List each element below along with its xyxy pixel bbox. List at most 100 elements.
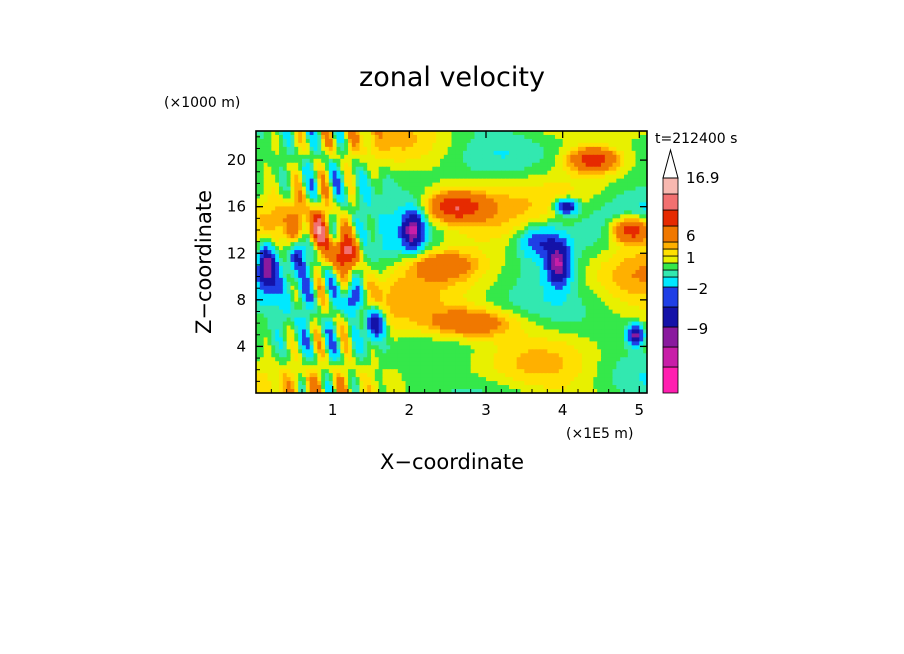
field-cell xyxy=(459,150,464,156)
field-cell xyxy=(271,265,276,271)
field-cell xyxy=(451,194,456,200)
field-cell xyxy=(286,150,292,156)
field-cell xyxy=(535,238,541,243)
field-cell xyxy=(570,281,575,287)
field-cell xyxy=(432,258,437,263)
field-cell xyxy=(325,313,330,319)
field-cell xyxy=(409,258,414,263)
field-cell xyxy=(478,138,483,144)
field-cell xyxy=(290,138,295,144)
field-cell xyxy=(532,202,537,208)
field-cell xyxy=(302,178,307,184)
field-cell xyxy=(528,198,533,204)
field-cell xyxy=(612,250,617,255)
field-cell xyxy=(413,273,418,279)
field-cell xyxy=(516,269,522,275)
field-cell xyxy=(340,222,345,227)
field-cell xyxy=(493,138,499,144)
field-cell xyxy=(344,309,349,315)
field-cell xyxy=(528,238,533,243)
field-cell xyxy=(282,218,288,223)
field-cell xyxy=(532,269,537,275)
field-cell xyxy=(378,154,384,160)
field-cell xyxy=(256,222,261,227)
field-cell xyxy=(463,293,468,299)
field-cell xyxy=(520,134,525,140)
field-cell xyxy=(374,198,380,204)
field-cell xyxy=(428,246,433,251)
field-cell xyxy=(340,210,345,215)
field-cell xyxy=(298,297,303,303)
field-cell xyxy=(509,158,514,164)
field-cell xyxy=(286,178,292,184)
field-cell xyxy=(543,281,548,287)
field-cell xyxy=(428,206,433,211)
field-cell xyxy=(298,194,303,200)
field-cell xyxy=(332,206,338,211)
field-cell xyxy=(332,131,338,136)
field-cell xyxy=(436,178,441,184)
field-cell xyxy=(417,162,422,168)
field-cell xyxy=(317,230,322,235)
field-cell xyxy=(321,154,326,160)
field-cell xyxy=(474,297,479,303)
field-cell xyxy=(267,146,272,152)
field-cell xyxy=(332,273,338,279)
field-cell xyxy=(340,301,345,307)
field-cell xyxy=(581,273,587,279)
field-cell xyxy=(624,277,629,283)
field-cell xyxy=(328,131,334,136)
field-cell xyxy=(336,166,341,172)
field-cell xyxy=(447,194,453,200)
field-cell xyxy=(374,174,380,180)
field-cell xyxy=(267,131,272,136)
field-cell xyxy=(463,262,468,267)
field-cell xyxy=(344,158,349,164)
field-cell xyxy=(401,146,407,152)
field-cell xyxy=(256,218,261,223)
field-cell xyxy=(321,269,326,275)
field-cell xyxy=(516,154,522,160)
field-cell xyxy=(558,321,564,327)
field-cell xyxy=(390,138,395,144)
field-cell xyxy=(275,265,280,271)
field-cell xyxy=(440,154,445,160)
field-cell xyxy=(624,154,629,160)
field-cell xyxy=(574,218,579,223)
field-cell xyxy=(428,190,433,196)
field-cell xyxy=(397,158,403,164)
field-cell xyxy=(574,254,579,259)
field-cell xyxy=(363,162,368,168)
field-cell xyxy=(432,321,437,327)
field-cell xyxy=(340,166,345,172)
field-cell xyxy=(256,250,261,255)
field-cell xyxy=(635,262,640,267)
field-cell xyxy=(578,210,583,215)
field-cell xyxy=(332,277,338,283)
field-cell xyxy=(535,230,541,235)
field-cell xyxy=(436,305,441,311)
field-cell xyxy=(275,277,280,283)
field-cell xyxy=(390,309,395,315)
field-cell xyxy=(616,186,621,192)
field-cell xyxy=(558,317,564,323)
field-cell xyxy=(482,254,487,259)
field-cell xyxy=(397,262,403,267)
field-cell xyxy=(294,234,299,239)
field-cell xyxy=(478,142,483,148)
field-cell xyxy=(455,234,460,239)
field-cell xyxy=(313,293,318,299)
field-cell xyxy=(405,214,410,219)
field-cell xyxy=(394,194,399,200)
field-cell xyxy=(424,289,430,295)
field-cell xyxy=(386,226,391,231)
field-cell xyxy=(302,138,307,144)
field-cell xyxy=(279,214,284,219)
field-cell xyxy=(570,226,575,231)
field-cell xyxy=(612,305,617,311)
field-cell xyxy=(570,134,575,140)
field-cell xyxy=(259,321,265,327)
field-cell xyxy=(374,218,380,223)
field-cell xyxy=(390,158,395,164)
field-cell xyxy=(463,150,468,156)
